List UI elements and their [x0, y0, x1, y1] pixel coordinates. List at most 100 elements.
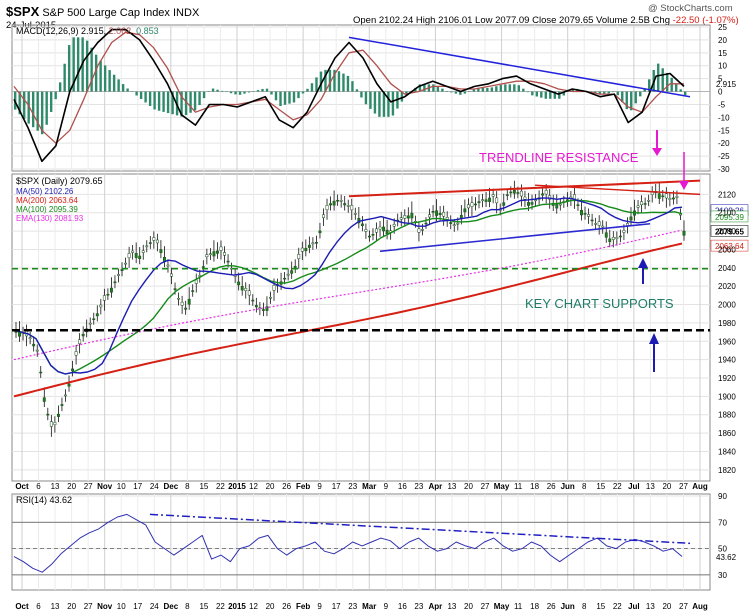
- y-tick-label: 1840: [718, 447, 736, 456]
- price-candle: [64, 394, 67, 397]
- support-trendline-blue: [379, 222, 651, 253]
- x-tick-label: 11: [514, 602, 523, 611]
- price-candle: [177, 297, 181, 300]
- price-candle: [332, 200, 336, 206]
- x-tick-label: 17: [332, 602, 341, 611]
- x-tick-label: 12: [249, 602, 258, 611]
- macd-histogram-bar: [207, 91, 210, 92]
- ma50-line: [13, 197, 683, 375]
- chart-header-title: $SPX S&P 500 Large Cap Index INDX: [6, 4, 199, 19]
- price-candle: [350, 205, 354, 211]
- price-candle: [205, 254, 209, 258]
- macd-histogram-bar: [351, 81, 354, 92]
- price-candle: [307, 244, 311, 248]
- quote-volume: 2.5B: [630, 15, 650, 26]
- x-tick-label: Oct: [15, 482, 29, 491]
- y-tick-label: 1880: [718, 411, 736, 420]
- price-candle: [622, 230, 626, 233]
- x-tick-label: 20: [662, 602, 671, 611]
- macd-histogram-bar: [108, 70, 111, 92]
- x-tick-label: 20: [67, 602, 76, 611]
- price-candle: [131, 250, 135, 253]
- x-tick-label: 9: [384, 602, 389, 611]
- price-candle: [587, 214, 591, 217]
- macd-histogram-bar: [387, 91, 390, 117]
- price-candle: [191, 290, 195, 292]
- arrow-support-1: [638, 258, 648, 284]
- macd-histogram-bar: [274, 91, 278, 101]
- legend-ma200: MA(200) 2063.64: [16, 196, 78, 205]
- price-candle: [608, 238, 612, 242]
- x-tick-label: 13: [447, 482, 456, 491]
- legend-ma100: MA(100) 2095.39: [16, 205, 78, 214]
- x-tick-label: 23: [348, 602, 357, 611]
- last-value-tag: 2063.64: [715, 242, 744, 251]
- price-candle: [99, 304, 103, 308]
- macd-histogram-bar: [288, 91, 291, 104]
- rsi-legend: RSI(14) 43.62: [16, 495, 72, 505]
- price-candle: [237, 281, 241, 286]
- price-candle: [558, 203, 562, 206]
- macd-histogram-bar: [229, 91, 233, 94]
- price-candle: [53, 422, 57, 425]
- macd-histogram-bar: [432, 84, 435, 92]
- index-name: S&P 500 Large Cap Index: [42, 7, 170, 19]
- ma200-line: [13, 242, 683, 398]
- macd-histogram-bar: [238, 91, 242, 95]
- macd-histogram-bar: [18, 91, 21, 115]
- x-tick-label: 27: [679, 482, 688, 491]
- x-tick-label: Aug: [692, 602, 708, 611]
- x-tick-label: 16: [398, 482, 407, 491]
- price-candle: [435, 210, 439, 216]
- macd-histogram-bar: [418, 84, 422, 92]
- x-tick-label: 22: [613, 482, 622, 491]
- price-candle: [512, 189, 516, 194]
- price-candle: [392, 224, 396, 227]
- macd-histogram-bar: [463, 91, 467, 94]
- x-tick-label: 2015: [228, 602, 246, 611]
- price-candle: [208, 253, 212, 255]
- price-candle: [201, 266, 205, 268]
- macd-histogram-bar: [603, 91, 606, 95]
- y-tick-label: 50: [718, 545, 727, 554]
- x-tick-label: Jun: [561, 482, 575, 491]
- price-candle: [618, 235, 622, 238]
- macd-panel-frame: [11, 24, 711, 172]
- last-value-tag: 2079.65: [715, 227, 744, 236]
- price-candle: [148, 242, 152, 244]
- price-candle: [679, 213, 682, 216]
- x-tick-label: 20: [662, 482, 671, 491]
- macd-histogram-bar: [630, 91, 633, 111]
- price-candle: [675, 196, 679, 198]
- macd-histogram-bar: [535, 91, 539, 97]
- price-candle: [367, 235, 371, 238]
- macd-histogram-bar: [544, 91, 548, 99]
- macd-histogram-bar: [625, 91, 628, 110]
- macd-histogram-bar: [360, 91, 363, 98]
- price-candle: [184, 307, 188, 310]
- price-candle: [60, 404, 64, 406]
- price-candle: [343, 203, 347, 206]
- y-tick-label: -5: [718, 100, 726, 109]
- price-candle: [385, 229, 389, 235]
- macd-histogram-bar: [211, 88, 215, 92]
- x-tick-label: 2015: [228, 482, 246, 491]
- price-candle: [509, 191, 513, 194]
- macd-histogram-bar: [612, 91, 615, 93]
- macd-legend: MACD(12,26,9) 2.915, 2.062, 0.853: [16, 26, 159, 36]
- last-value-tag: 2095.39: [715, 213, 744, 222]
- x-tick-label: 10: [117, 482, 126, 491]
- price-candle: [601, 225, 605, 228]
- macd-histogram-bar: [148, 91, 152, 106]
- macd-histogram-bar: [679, 89, 682, 92]
- price-candle: [456, 222, 460, 225]
- macd-histogram-bar: [369, 91, 372, 109]
- y-tick-label: 2000: [718, 301, 736, 310]
- x-tick-label: 20: [266, 482, 275, 491]
- macd-histogram-bar: [184, 91, 188, 116]
- x-tick-label: May: [494, 602, 510, 611]
- price-candle: [18, 331, 21, 337]
- price-candle: [102, 295, 106, 301]
- price-candle: [290, 270, 294, 274]
- macd-line: [13, 28, 685, 163]
